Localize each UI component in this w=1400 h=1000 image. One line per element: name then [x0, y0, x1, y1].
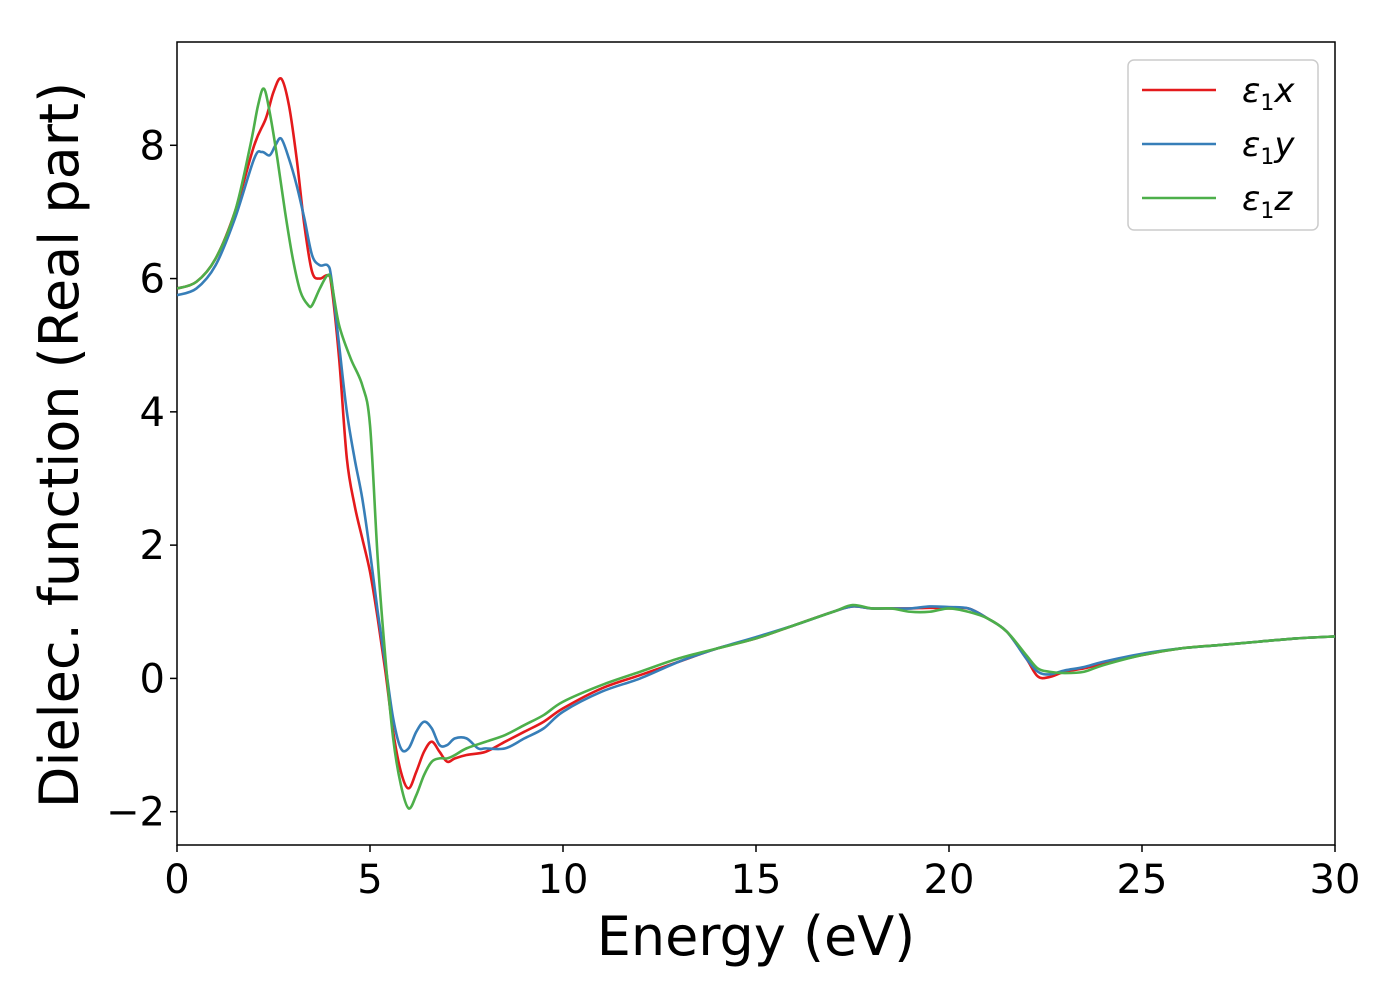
- x-tick-label: 5: [357, 857, 382, 903]
- y-tick-label: 6: [140, 257, 165, 303]
- x-tick-label: 30: [1310, 857, 1361, 903]
- y-tick-label: 2: [140, 523, 165, 569]
- legend-frame: [1127, 59, 1319, 231]
- legend-label-suffix: y: [1273, 125, 1295, 165]
- series-line-z: [177, 87, 1335, 810]
- legend-label-subscript: 1: [1260, 91, 1274, 116]
- legend-label-base: ε: [1242, 71, 1260, 111]
- y-tick-label: 0: [140, 656, 165, 702]
- legend-label-z: ε1z: [1242, 179, 1293, 224]
- legend-label-y: ε1y: [1242, 125, 1295, 170]
- series-layer: [177, 77, 1335, 810]
- x-tick-label: 0: [164, 857, 189, 903]
- x-tick-label: 20: [924, 857, 975, 903]
- x-tick-label: 15: [731, 857, 782, 903]
- x-tick-label: 10: [538, 857, 589, 903]
- legend-label-suffix: x: [1273, 71, 1295, 111]
- series-line-y: [177, 136, 1335, 753]
- legend-label-subscript: 1: [1260, 199, 1274, 224]
- legend-label-suffix: z: [1273, 179, 1293, 219]
- x-axis-title: Energy (eV): [597, 905, 916, 968]
- legend-label-subscript: 1: [1260, 145, 1274, 170]
- legend-label-base: ε: [1242, 125, 1260, 165]
- y-tick-label: −2: [106, 790, 165, 836]
- y-axis: −2 0 2 4 6 8: [106, 123, 177, 836]
- y-tick-label: 8: [140, 123, 165, 169]
- legend-label-base: ε: [1242, 179, 1260, 219]
- y-tick-label: 4: [140, 390, 165, 436]
- x-axis: 0 5 10 15 20 25 30: [164, 845, 1360, 903]
- legend-label-x: ε1x: [1242, 71, 1295, 116]
- x-tick-label: 25: [1117, 857, 1168, 903]
- y-axis-title: Dielec. function (Real part): [28, 82, 91, 808]
